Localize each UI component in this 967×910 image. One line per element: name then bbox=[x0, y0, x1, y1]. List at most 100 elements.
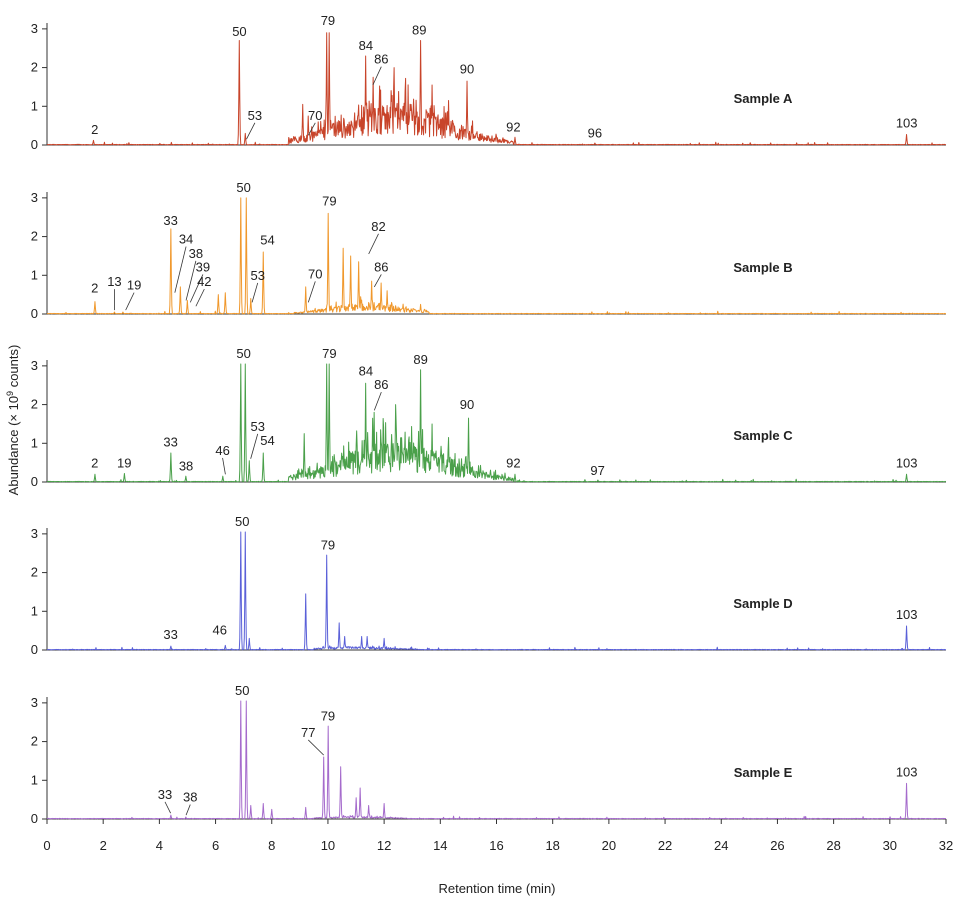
peak-label: 86 bbox=[374, 52, 388, 67]
y-tick-label: 2 bbox=[31, 60, 38, 75]
peak-label: 97 bbox=[590, 463, 604, 478]
chromatogram-trace bbox=[46, 531, 947, 651]
sample-label: Sample D bbox=[733, 596, 792, 611]
y-tick-label: 3 bbox=[31, 190, 38, 205]
x-tick-label: 0 bbox=[43, 838, 50, 853]
y-axis-title: Abundance (× 109 counts) bbox=[5, 345, 21, 496]
peak-leader-line bbox=[185, 260, 197, 301]
peak-label: 19 bbox=[127, 278, 141, 293]
peak-label: 46 bbox=[213, 623, 227, 638]
x-tick-label: 2 bbox=[100, 838, 107, 853]
chromatogram-trace bbox=[46, 363, 947, 483]
peak-label: 50 bbox=[232, 24, 246, 39]
x-tick-label: 12 bbox=[377, 838, 391, 853]
y-tick-label: 3 bbox=[31, 526, 38, 541]
x-tick-label: 16 bbox=[489, 838, 503, 853]
peak-label: 79 bbox=[321, 708, 335, 723]
peak-label: 19 bbox=[117, 455, 131, 470]
peak-label: 79 bbox=[322, 194, 336, 209]
peak-label: 86 bbox=[374, 377, 388, 392]
peak-label: 79 bbox=[321, 537, 335, 552]
peak-label: 54 bbox=[260, 433, 274, 448]
x-tick-label: 32 bbox=[939, 838, 953, 853]
peak-label: 103 bbox=[896, 455, 918, 470]
peak-label: 38 bbox=[179, 458, 193, 473]
peak-label: 89 bbox=[412, 23, 426, 38]
peak-label: 2 bbox=[91, 281, 98, 296]
y-tick-label: 2 bbox=[31, 397, 38, 412]
x-tick-label: 22 bbox=[658, 838, 672, 853]
peak-leader-line bbox=[373, 391, 382, 411]
peak-label: 92 bbox=[506, 455, 520, 470]
y-tick-label: 1 bbox=[31, 98, 38, 113]
peak-label: 79 bbox=[321, 13, 335, 28]
peak-label: 53 bbox=[250, 268, 264, 283]
peak-label: 33 bbox=[163, 213, 177, 228]
peak-label: 53 bbox=[250, 419, 264, 434]
peak-leader-line bbox=[250, 433, 259, 459]
peak-leader-line bbox=[373, 274, 382, 288]
peak-leader-line bbox=[246, 122, 256, 140]
peak-label: 38 bbox=[189, 246, 203, 261]
y-tick-label: 1 bbox=[31, 772, 38, 787]
peak-label: 50 bbox=[236, 346, 250, 361]
x-tick-label: 28 bbox=[826, 838, 840, 853]
sample-label: Sample A bbox=[734, 91, 793, 106]
peak-leader-line bbox=[368, 233, 379, 255]
peak-label: 46 bbox=[215, 443, 229, 458]
peak-leader-line bbox=[307, 739, 325, 756]
y-tick-label: 0 bbox=[31, 642, 38, 657]
peak-label: 50 bbox=[235, 514, 249, 529]
peak-label: 2 bbox=[91, 455, 98, 470]
peak-label: 33 bbox=[158, 787, 172, 802]
peak-label: 54 bbox=[260, 232, 274, 247]
x-tick-label: 20 bbox=[602, 838, 616, 853]
peak-label: 38 bbox=[183, 790, 197, 805]
peak-label: 42 bbox=[197, 274, 211, 289]
peak-label: 103 bbox=[896, 607, 918, 622]
x-tick-label: 24 bbox=[714, 838, 728, 853]
peak-label: 90 bbox=[460, 397, 474, 412]
peak-leader-line bbox=[251, 282, 259, 303]
x-tick-label: 26 bbox=[770, 838, 784, 853]
peak-label: 84 bbox=[359, 364, 373, 379]
peak-leader-line bbox=[125, 292, 135, 311]
peak-leader-line bbox=[174, 246, 187, 293]
sample-label: Sample B bbox=[733, 260, 792, 275]
y-tick-label: 0 bbox=[31, 811, 38, 826]
peak-label: 92 bbox=[506, 119, 520, 134]
peak-leader-line bbox=[189, 274, 204, 303]
peak-label: 90 bbox=[460, 61, 474, 76]
peak-label: 50 bbox=[235, 683, 249, 698]
x-tick-label: 30 bbox=[883, 838, 897, 853]
y-tick-label: 3 bbox=[31, 21, 38, 36]
sample-label: Sample C bbox=[733, 428, 793, 443]
peak-label: 84 bbox=[359, 38, 373, 53]
chromatogram-trace bbox=[46, 700, 947, 820]
y-axis-title-main: Abundance (× 10 bbox=[6, 396, 21, 495]
y-tick-label: 0 bbox=[31, 474, 38, 489]
peak-label: 96 bbox=[588, 125, 602, 140]
peak-label: 103 bbox=[896, 764, 918, 779]
y-tick-label: 0 bbox=[31, 137, 38, 152]
y-tick-label: 1 bbox=[31, 603, 38, 618]
y-tick-label: 3 bbox=[31, 358, 38, 373]
peak-label: 33 bbox=[163, 627, 177, 642]
peak-label: 33 bbox=[163, 434, 177, 449]
x-tick-label: 8 bbox=[268, 838, 275, 853]
x-tick-label: 14 bbox=[433, 838, 447, 853]
peak-label: 79 bbox=[322, 346, 336, 361]
x-tick-label: 10 bbox=[321, 838, 335, 853]
peak-label: 34 bbox=[179, 232, 193, 247]
peak-label: 82 bbox=[371, 219, 385, 234]
peak-label: 103 bbox=[896, 116, 918, 131]
peak-leader-line bbox=[185, 804, 191, 816]
peak-leader-line bbox=[307, 281, 316, 303]
peak-leader-line bbox=[222, 457, 226, 475]
x-axis-title: Retention time (min) bbox=[438, 881, 555, 896]
chromatogram-trace bbox=[46, 32, 947, 146]
peak-label: 2 bbox=[91, 122, 98, 137]
peak-leader-line bbox=[307, 122, 316, 136]
